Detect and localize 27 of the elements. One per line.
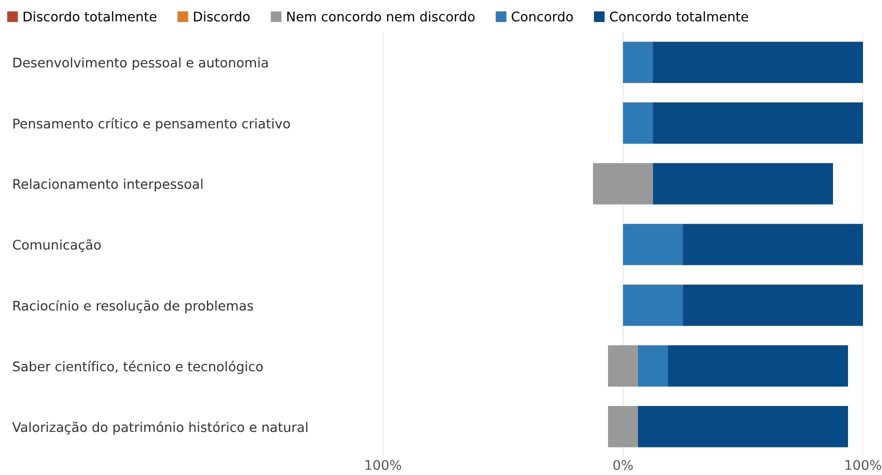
bar: [638, 345, 668, 387]
bar: [683, 284, 863, 326]
bar: [653, 163, 833, 204]
bar: [653, 42, 863, 83]
y-tick-label: Comunicação: [12, 239, 101, 252]
legend-label: Discordo: [194, 11, 250, 22]
bar: [653, 102, 863, 144]
x-tick-label: 0%: [613, 460, 633, 470]
legend-label: Concordo totalmente: [610, 11, 748, 22]
bar: [638, 406, 848, 448]
bar: [668, 345, 848, 387]
bar: [623, 284, 683, 326]
y-tick-label: Saber científico, técnico e tecnológico: [13, 360, 263, 374]
y-tick-label: Valorização do património histórico e natural: [12, 421, 308, 435]
bar: [623, 42, 653, 83]
y-tick-label: Raciocínio e resolução de problemas: [13, 300, 254, 314]
legend-label: Concordo: [512, 11, 573, 22]
bar: [623, 224, 683, 266]
x-tick-label: 100%: [366, 460, 402, 470]
y-tick-label: Pensamento crítico e pensamento criativo: [13, 118, 290, 132]
legend-label: Discordo totalmente: [24, 11, 156, 22]
bar: [683, 224, 863, 266]
bar: [623, 102, 653, 144]
y-tick-label: Relacionamento interpessoal: [13, 178, 202, 192]
y-tick-label: Desenvolvimento pessoal e autonomia: [13, 57, 268, 70]
legend-label: Nem concordo nem discordo: [287, 11, 475, 22]
x-tick-label: 100%: [846, 460, 882, 470]
